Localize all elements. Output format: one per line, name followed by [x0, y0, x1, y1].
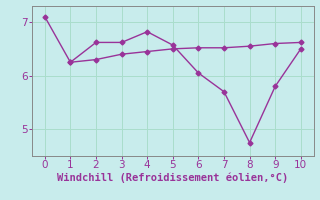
X-axis label: Windchill (Refroidissement éolien,°C): Windchill (Refroidissement éolien,°C)	[57, 173, 288, 183]
